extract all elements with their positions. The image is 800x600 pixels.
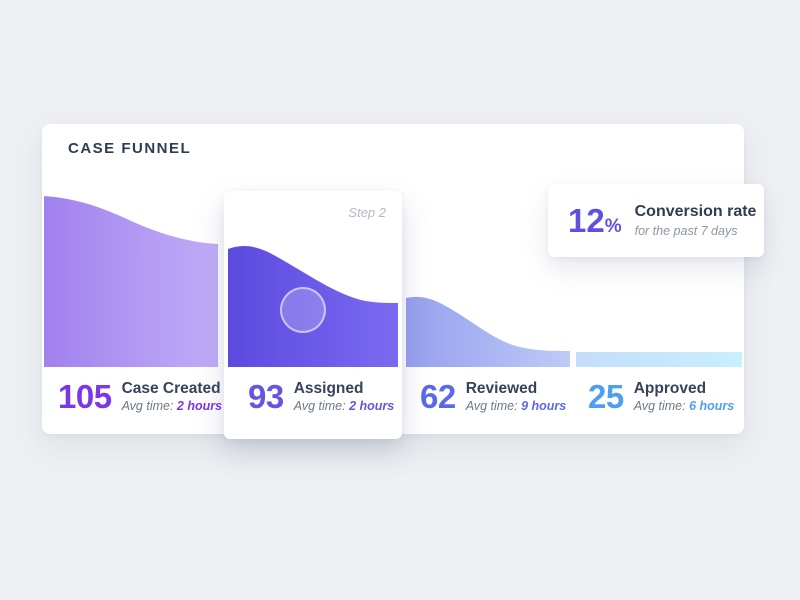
panel-title: CASE FUNNEL	[68, 140, 192, 157]
conversion-rate-tooltip: 12% Conversion rate for the past 7 days	[548, 184, 764, 257]
conversion-rate-subtitle: for the past 7 days	[634, 223, 738, 238]
stat-assigned: 93 Assigned Avg time: 2 hours	[248, 380, 394, 413]
stat-label: Assigned	[293, 380, 364, 397]
conversion-rate-value: 12%	[568, 202, 622, 239]
stat-label: Approved	[633, 380, 707, 397]
stat-label: Case Created	[121, 380, 221, 397]
funnel-area-case-created[interactable]	[44, 192, 218, 367]
stat-avg-time: Avg time: 2 hours	[293, 399, 395, 414]
stat-approved: 25 Approved Avg time: 6 hours	[588, 380, 734, 413]
stat-value: 93	[248, 378, 284, 416]
funnel-area-approved[interactable]	[576, 352, 742, 367]
highlighted-step-card[interactable]: Step 2 93 Assigned Avg time: 2 hours	[224, 191, 402, 439]
stat-avg-time: Avg time: 2 hours	[121, 399, 223, 414]
stat-value: 105	[58, 378, 112, 416]
stat-avg-time: Avg time: 9 hours	[465, 399, 567, 414]
stat-case-created: 105 Case Created Avg time: 2 hours	[58, 380, 222, 413]
funnel-area-reviewed[interactable]	[406, 295, 570, 367]
step-badge: Step 2	[348, 205, 386, 220]
stat-avg-time: Avg time: 6 hours	[633, 399, 735, 414]
conversion-rate-title: Conversion rate	[634, 203, 757, 221]
stat-value: 62	[420, 378, 456, 416]
stat-label: Reviewed	[465, 380, 538, 397]
stat-reviewed: 62 Reviewed Avg time: 9 hours	[420, 380, 566, 413]
stat-value: 25	[588, 378, 624, 416]
hover-indicator-circle	[280, 287, 326, 333]
